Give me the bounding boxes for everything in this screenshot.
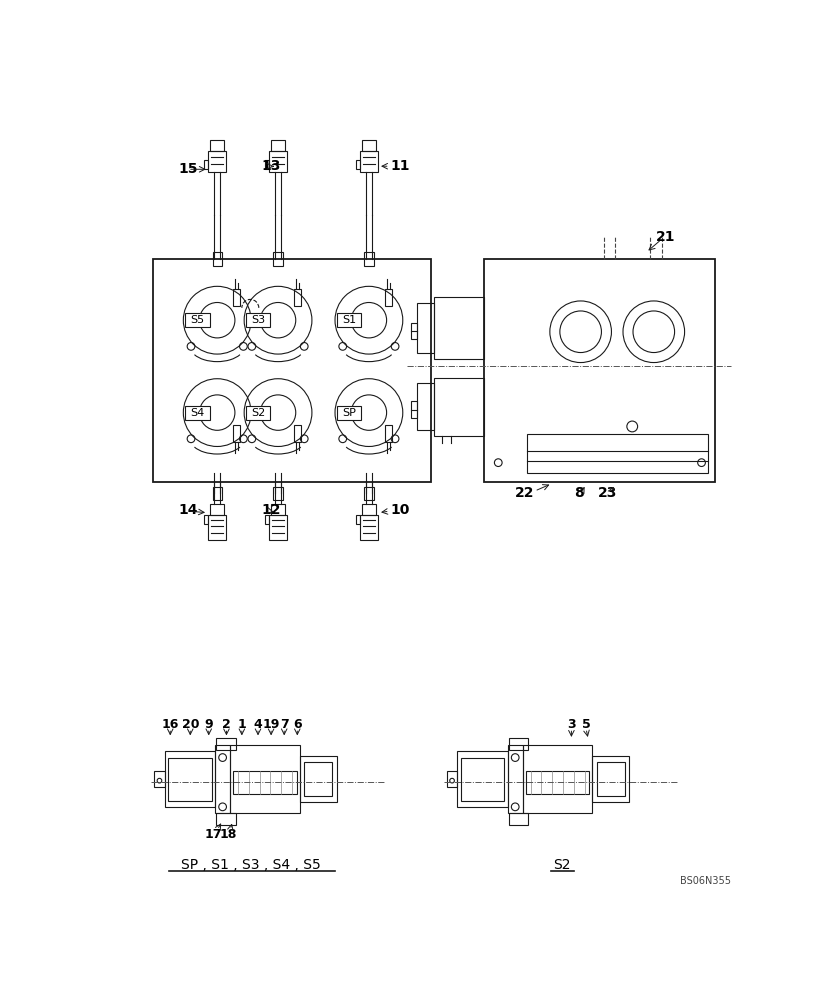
Bar [507,745,523,813]
Bar [434,378,485,436]
Text: 8: 8 [575,486,584,500]
Bar [509,813,528,825]
Text: 12: 12 [261,503,281,517]
Text: 2: 2 [222,718,231,731]
Bar [269,515,287,540]
Bar [458,751,507,807]
Bar [217,738,236,750]
Bar [447,771,458,787]
Text: 16: 16 [161,718,179,731]
Bar [337,406,361,420]
Bar [434,297,485,359]
Text: 1: 1 [238,718,246,731]
Bar [417,303,434,353]
Bar [365,487,374,500]
Bar [356,160,360,169]
Bar [412,323,417,339]
Bar [304,762,332,796]
Bar [185,406,209,420]
Bar [360,151,378,172]
Text: S2: S2 [553,858,570,872]
Text: S3: S3 [251,315,265,325]
Bar [412,401,417,418]
Bar [230,745,300,813]
Bar [362,504,375,515]
Text: 21: 21 [656,230,676,244]
Text: 17: 17 [205,828,222,841]
Text: SP: SP [342,408,356,418]
Bar [460,758,504,801]
Bar [168,758,212,801]
Bar [294,425,302,442]
Text: 4: 4 [254,718,262,731]
Bar [509,738,528,750]
Text: 9: 9 [204,718,213,731]
Bar [271,504,285,515]
Bar [300,756,337,802]
Bar [208,151,227,172]
Bar [213,252,222,266]
Text: S1: S1 [342,315,356,325]
Bar [204,515,208,524]
Bar [360,515,378,540]
Bar [210,504,224,515]
Bar [526,771,589,794]
Bar [154,259,431,482]
Text: 22: 22 [515,486,534,500]
Bar [269,151,287,172]
Bar [213,487,222,500]
Bar [362,140,375,151]
Text: SP , S1 , S3 , S4 , S5: SP , S1 , S3 , S4 , S5 [181,858,321,872]
Bar [592,756,629,802]
Bar [365,252,374,266]
Bar [210,140,224,151]
Text: 6: 6 [293,718,302,731]
Bar [294,289,302,306]
Text: 19: 19 [262,718,280,731]
Bar [385,289,392,306]
Bar [154,771,165,787]
Bar [385,425,392,442]
Bar [274,252,283,266]
Text: S4: S4 [190,408,204,418]
Bar [217,813,236,825]
Text: 18: 18 [219,828,237,841]
Bar [417,383,434,430]
Text: 11: 11 [391,159,410,173]
Bar [356,515,360,524]
Bar [337,313,361,327]
Bar [204,160,208,169]
Text: S5: S5 [190,315,204,325]
Text: BS06N355: BS06N355 [680,876,731,886]
Text: 13: 13 [261,159,281,173]
Bar [485,259,716,482]
Bar [165,751,215,807]
Bar [246,313,270,327]
Bar [234,425,240,442]
Text: 14: 14 [178,503,197,517]
Bar [522,745,592,813]
Text: 10: 10 [391,503,410,517]
Text: 5: 5 [581,718,591,731]
Bar [274,487,283,500]
Bar [234,771,297,794]
Bar [234,289,240,306]
Text: 7: 7 [280,718,289,731]
Text: 15: 15 [178,162,197,176]
Bar [246,406,270,420]
Bar [597,762,625,796]
Bar [185,313,209,327]
Bar [271,140,285,151]
Text: S2: S2 [251,408,265,418]
Text: 23: 23 [598,486,617,500]
Bar [265,515,269,524]
Bar [527,434,708,473]
Text: 3: 3 [567,718,575,731]
Text: 20: 20 [181,718,199,731]
Bar [208,515,227,540]
Bar [265,160,269,169]
Bar [215,745,230,813]
